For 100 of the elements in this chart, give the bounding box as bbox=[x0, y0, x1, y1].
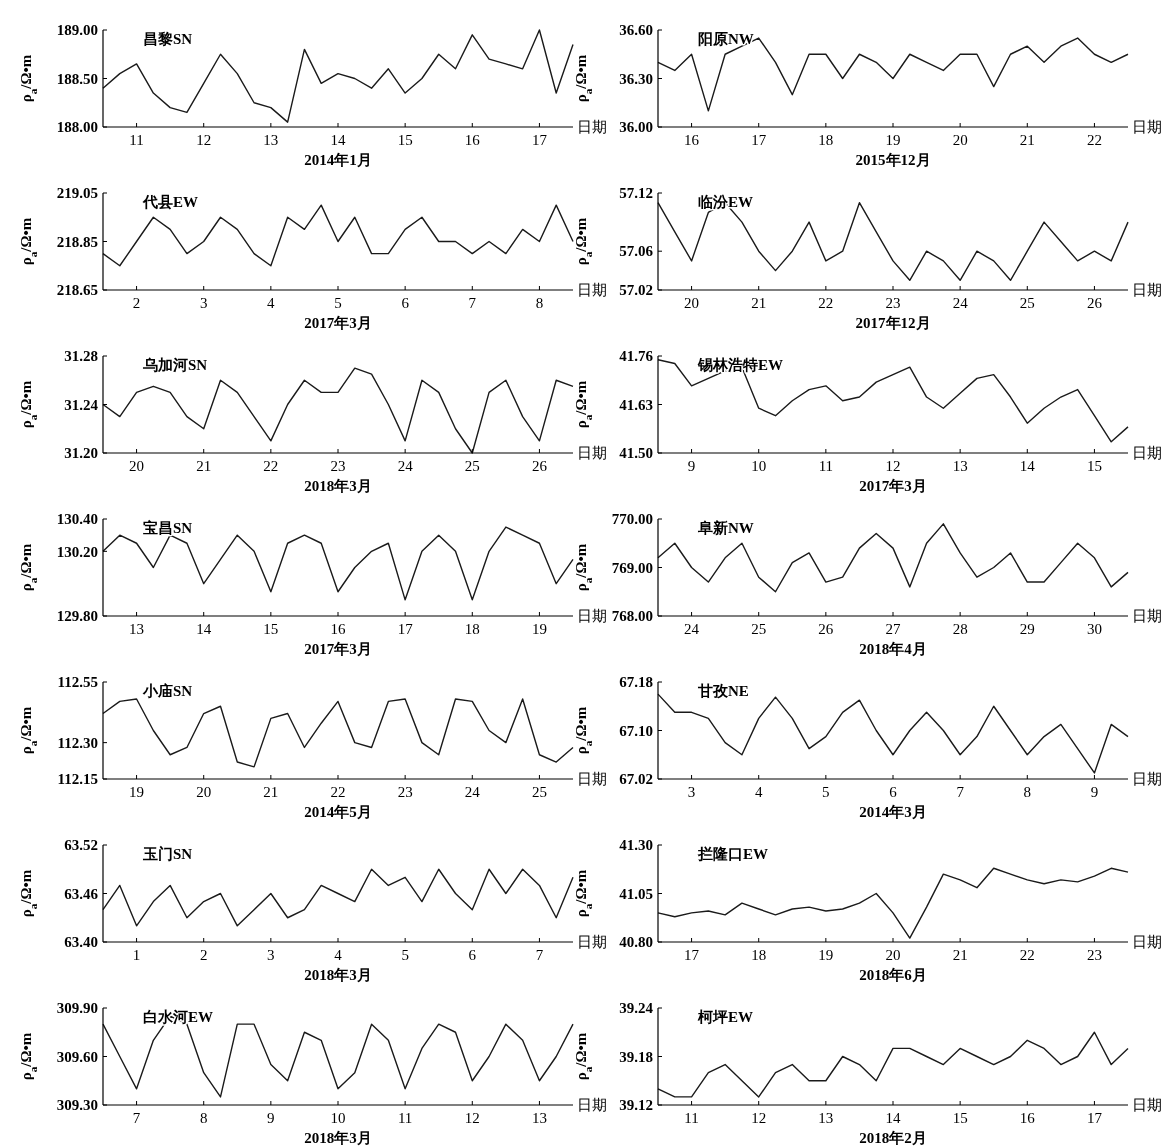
x-tick-label: 21 bbox=[196, 458, 212, 474]
x-tick-label: 18 bbox=[751, 947, 767, 963]
y-tick-label: 188.50 bbox=[56, 70, 98, 87]
x-tick-label: 15 bbox=[952, 1110, 968, 1126]
y-tick-label: 112.55 bbox=[57, 674, 98, 691]
x-tick-label: 17 bbox=[397, 621, 414, 637]
text: 日期 bbox=[577, 1097, 607, 1113]
x-tick-label: 5 bbox=[822, 784, 830, 800]
y-tick-label: 41.63 bbox=[619, 396, 653, 413]
x-tick-label: 2 bbox=[199, 947, 208, 963]
x-tick-label: 16 bbox=[1019, 1110, 1036, 1126]
y-tick-label: 770.00 bbox=[611, 511, 653, 528]
x-tick-label: 13 bbox=[129, 621, 145, 637]
x-tick-label: 12 bbox=[464, 1110, 480, 1126]
x-tick-label: 13 bbox=[263, 132, 279, 148]
x-tick-label: 13 bbox=[531, 1110, 547, 1126]
x-tick-label: 11 bbox=[818, 458, 834, 474]
x-tick-label: 29 bbox=[1019, 621, 1035, 637]
x-tick-label: 25 bbox=[464, 458, 480, 474]
y-tick-label: 36.30 bbox=[619, 70, 653, 87]
y-tick-label: 309.60 bbox=[56, 1048, 98, 1065]
x-tick-label: 26 bbox=[1086, 295, 1103, 311]
y-tick-label: 63.40 bbox=[64, 934, 98, 951]
x-tick-label: 11 bbox=[129, 132, 144, 148]
text: 日期 bbox=[1132, 608, 1162, 624]
chart-title: 阳原NW bbox=[698, 31, 754, 47]
x-tick-label: 20 bbox=[952, 132, 968, 148]
x-tick-label: 2 bbox=[132, 295, 141, 311]
line-series bbox=[102, 698, 574, 768]
y-tick-label: 57.02 bbox=[619, 282, 653, 299]
y-tick-label: 41.05 bbox=[619, 885, 653, 902]
x-tick-label: 3 bbox=[687, 784, 696, 800]
x-tick-label: 22 bbox=[263, 458, 279, 474]
text: 日期 bbox=[577, 119, 607, 135]
y-tick-label: 130.40 bbox=[56, 511, 98, 528]
y-tick-label: 39.18 bbox=[619, 1048, 653, 1065]
x-tick-label: 5 bbox=[401, 947, 409, 963]
x-tick-label: 22 bbox=[818, 295, 834, 311]
x-tick-label: 10 bbox=[751, 458, 767, 474]
chart-title: 小庙SN bbox=[142, 682, 193, 699]
x-tick-label: 21 bbox=[952, 947, 968, 963]
x-tick-label: 17 bbox=[751, 132, 767, 148]
x-tick-label: 19 bbox=[531, 621, 547, 637]
y-tick-label: 188.00 bbox=[56, 119, 98, 136]
y-tick-label: 41.50 bbox=[619, 445, 653, 462]
x-tick-label: 17 bbox=[684, 947, 700, 963]
y-tick-label: 67.02 bbox=[619, 771, 653, 788]
x-axis-title: 2017年3月 bbox=[304, 641, 372, 657]
x-tick-label: 7 bbox=[132, 1110, 141, 1126]
x-tick-label: 6 bbox=[468, 947, 477, 963]
x-tick-label: 10 bbox=[330, 1110, 346, 1126]
x-tick-label: 15 bbox=[263, 621, 279, 637]
x-axis-title: 2014年3月 bbox=[859, 804, 927, 820]
x-tick-label: 14 bbox=[1019, 458, 1036, 474]
x-tick-label: 25 bbox=[1019, 295, 1035, 311]
y-tick-label: 57.12 bbox=[619, 185, 653, 202]
y-tick-label: 57.06 bbox=[619, 243, 654, 260]
x-tick-label: 3 bbox=[267, 947, 275, 963]
text: 日期 bbox=[1132, 771, 1162, 787]
y-tick-label: 769.00 bbox=[611, 559, 653, 576]
x-tick-label: 14 bbox=[196, 621, 212, 637]
chart-title: 玉门SN bbox=[142, 845, 193, 862]
y-tick-label: 189.00 bbox=[56, 22, 98, 39]
x-axis-title: 2018年2月 bbox=[859, 1130, 927, 1146]
y-tick-label: 112.15 bbox=[57, 771, 98, 788]
x-tick-label: 22 bbox=[1086, 132, 1102, 148]
y-tick-label: 41.30 bbox=[619, 837, 653, 854]
x-tick-label: 17 bbox=[1086, 1110, 1103, 1126]
chart-title: 拦隆口EW bbox=[697, 846, 769, 862]
chart-title: 甘孜NE bbox=[697, 683, 749, 699]
y-tick-label: 63.46 bbox=[64, 885, 99, 902]
x-tick-label: 6 bbox=[889, 784, 898, 800]
chart-title: 代县EW bbox=[142, 194, 199, 210]
x-tick-label: 15 bbox=[397, 132, 413, 148]
y-tick-label: 31.28 bbox=[64, 348, 98, 365]
y-tick-label: 31.24 bbox=[64, 396, 99, 413]
x-tick-label: 28 bbox=[952, 621, 968, 637]
x-tick-label: 5 bbox=[334, 295, 342, 311]
line-series bbox=[102, 29, 574, 123]
text: 日期 bbox=[577, 608, 607, 624]
x-tick-label: 23 bbox=[885, 295, 901, 311]
x-tick-label: 7 bbox=[468, 295, 477, 311]
y-tick-label: 218.85 bbox=[56, 233, 98, 250]
y-tick-label: 768.00 bbox=[611, 608, 653, 625]
x-tick-label: 20 bbox=[196, 784, 212, 800]
x-tick-label: 18 bbox=[464, 621, 480, 637]
y-tick-label: 39.12 bbox=[619, 1097, 653, 1114]
y-tick-label: 130.20 bbox=[56, 543, 98, 560]
y-tick-label: 39.24 bbox=[619, 1000, 654, 1017]
x-tick-label: 14 bbox=[330, 132, 346, 148]
x-axis-title: 2018年4月 bbox=[859, 641, 927, 657]
x-tick-label: 9 bbox=[687, 458, 696, 474]
x-tick-label: 12 bbox=[196, 132, 212, 148]
x-tick-label: 13 bbox=[952, 458, 968, 474]
x-tick-label: 8 bbox=[1023, 784, 1032, 800]
x-tick-label: 19 bbox=[885, 132, 901, 148]
x-tick-label: 7 bbox=[956, 784, 965, 800]
x-tick-label: 20 bbox=[129, 458, 145, 474]
x-tick-label: 18 bbox=[818, 132, 834, 148]
y-tick-label: 67.10 bbox=[619, 722, 653, 739]
